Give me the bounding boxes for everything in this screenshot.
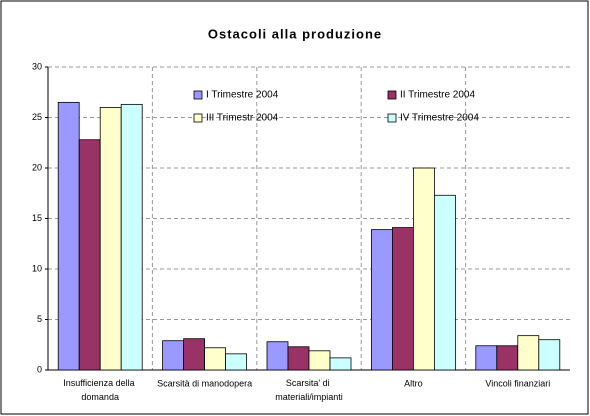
y-tick-label: 0: [37, 364, 42, 374]
bar: [266, 341, 289, 371]
bar: [183, 338, 206, 371]
bar: [204, 347, 227, 371]
bar: [412, 167, 435, 371]
legend-label: I Trimestre 2004: [206, 90, 279, 101]
x-tick-label: Altro: [404, 378, 423, 388]
legend-label: III Trimestr 2004: [206, 113, 279, 124]
y-tick-label: 30: [32, 61, 42, 71]
bar: [308, 350, 331, 371]
bar: [538, 339, 561, 371]
y-tick-label: 5: [37, 314, 42, 324]
chart-title: Ostacoli alla produzione: [208, 26, 382, 41]
bar: [78, 139, 101, 371]
bar: [496, 345, 519, 371]
x-tick-label: Scarsità di manodopera: [157, 378, 252, 388]
bar: [57, 101, 80, 371]
bar: [162, 340, 185, 371]
x-tick-label: Scarsita' di materiali/impianti: [275, 378, 343, 402]
bar: [225, 353, 248, 371]
bar: [475, 345, 498, 371]
legend-swatch: [193, 113, 203, 123]
y-tick-label: 10: [32, 263, 42, 273]
legend-label: II Trimestre 2004: [400, 90, 475, 101]
bar: [370, 229, 393, 371]
legend-swatch: [387, 90, 397, 100]
y-tick-label: 15: [32, 213, 42, 223]
legend-swatch: [387, 113, 397, 123]
legend-swatch: [193, 90, 203, 100]
legend-label: IV Trimestre 2004: [400, 113, 479, 124]
bar: [120, 103, 143, 371]
bar: [99, 107, 122, 371]
bar: [329, 357, 352, 371]
bar: [433, 194, 456, 371]
bar: [517, 335, 540, 371]
x-tick-label: Insufficienza della domanda: [63, 378, 137, 402]
bar: [287, 346, 310, 371]
bar: [391, 227, 414, 371]
y-tick-label: 25: [32, 112, 42, 122]
y-tick-label: 20: [32, 162, 42, 172]
x-tick-label: Vincoli finanziari: [485, 378, 550, 388]
